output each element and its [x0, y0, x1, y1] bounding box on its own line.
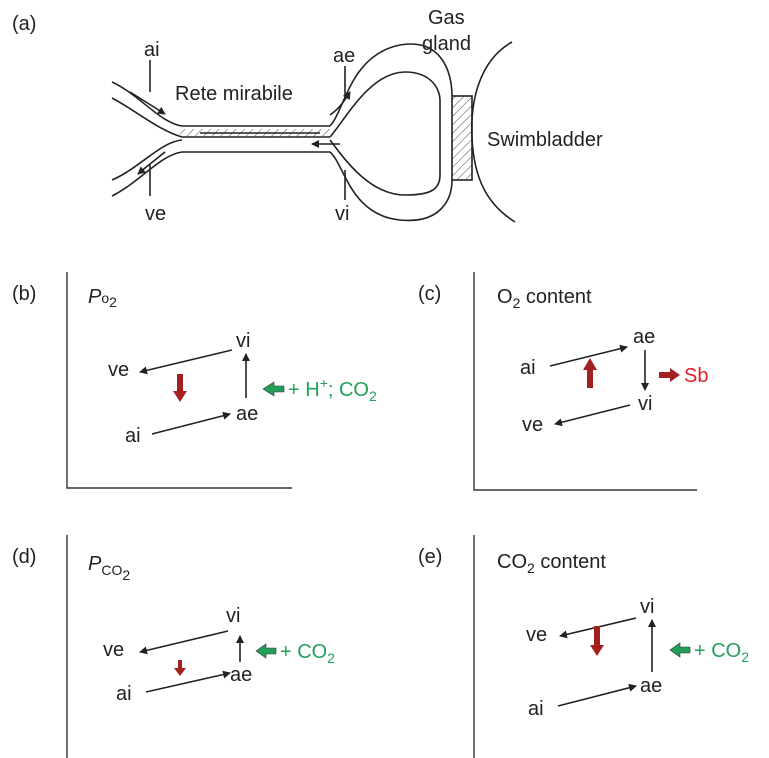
red-arrow	[590, 626, 604, 656]
point-label: ai	[125, 425, 141, 447]
panel-b: (b) Po2 ve vi ai ae + H+; CO2	[12, 272, 377, 488]
vessel	[112, 152, 330, 196]
point-label: ae	[230, 664, 252, 686]
panel-e: (e) CO2 content ve vi ai ae + CO2	[418, 535, 749, 758]
vessel-label: vi	[335, 203, 349, 225]
green-arrow	[670, 643, 690, 657]
title-part: CO	[101, 562, 122, 578]
flow-arrow	[330, 92, 350, 115]
panel-label: (d)	[12, 546, 36, 568]
annotation-part: 2	[369, 388, 377, 404]
panel-label: (c)	[418, 283, 441, 305]
panel-a: (a) ai ae Rete mirabile Gas gland Swimbl…	[12, 7, 603, 225]
green-arrow	[263, 382, 284, 396]
point-label: ai	[116, 683, 132, 705]
annotation-part: ; CO	[328, 379, 369, 401]
annotation-part: 2	[741, 649, 749, 665]
title-part: CO	[497, 551, 527, 573]
green-arrow	[256, 644, 276, 658]
point-label: vi	[640, 596, 654, 618]
title-part: content	[535, 551, 607, 573]
red-arrow	[659, 368, 680, 382]
rete-label: Rete mirabile	[175, 83, 293, 105]
title-part: 2	[527, 560, 535, 576]
arrow	[146, 673, 230, 692]
vessel	[112, 140, 182, 180]
panel-title: Po2	[88, 286, 117, 310]
loop-inner	[330, 72, 440, 195]
vessel-label: ae	[333, 45, 355, 67]
panel-label: (b)	[12, 283, 36, 305]
panel-d: (d) PCO2 ve vi ai ae + CO2	[12, 535, 335, 758]
point-label: ve	[522, 414, 543, 436]
annotation-part: + CO	[694, 640, 741, 662]
point-label: vi	[236, 330, 250, 352]
title-part: 2	[109, 294, 117, 310]
title-part: 2	[122, 567, 130, 583]
annotation-part: + H	[288, 379, 320, 401]
title-part: content	[520, 286, 592, 308]
panel-title: CO2 content	[497, 551, 606, 576]
arrow	[152, 414, 230, 434]
annotation: + CO2	[280, 641, 335, 666]
point-label: ve	[108, 359, 129, 381]
point-label: ve	[103, 639, 124, 661]
panel-label: (e)	[418, 546, 442, 568]
panel-title: PCO2	[88, 553, 130, 583]
annotation-part: + CO	[280, 641, 327, 663]
panel-label: (a)	[12, 13, 36, 35]
red-arrow	[174, 660, 186, 676]
title-part: o	[101, 290, 109, 306]
point-label: vi	[226, 605, 240, 627]
red-arrow	[173, 374, 187, 402]
title-part: 2	[513, 295, 521, 311]
point-label: ae	[633, 326, 655, 348]
annotation: + CO2	[694, 640, 749, 665]
title-part: P	[88, 286, 102, 308]
title-part: P	[88, 553, 102, 575]
annotation-part: +	[320, 375, 328, 391]
point-label: ai	[528, 698, 544, 720]
gas-gland	[452, 96, 472, 180]
title-part: O	[497, 286, 513, 308]
diagram: (a) ai ae Rete mirabile Gas gland Swimbl…	[0, 0, 769, 758]
arrow	[555, 405, 630, 424]
panel-c: (c) O2 content ai ae vi ve Sb	[418, 272, 708, 490]
flow-arrow	[130, 92, 165, 114]
vessel-label: ve	[145, 203, 166, 225]
arrow	[558, 686, 636, 706]
annotation: + H+; CO2	[288, 375, 377, 404]
swimbladder-label: Swimbladder	[487, 129, 603, 151]
point-label: ai	[520, 357, 536, 379]
panel-title: O2 content	[497, 286, 592, 311]
point-label: ve	[526, 624, 547, 646]
vessel-label: ai	[144, 39, 160, 61]
annotation: Sb	[684, 365, 708, 387]
point-label: ae	[236, 403, 258, 425]
arrow	[140, 350, 232, 372]
arrow	[140, 631, 228, 652]
red-arrow	[583, 358, 597, 388]
gland-label: gland	[422, 33, 471, 55]
point-label: ae	[640, 675, 662, 697]
point-label: vi	[638, 393, 652, 415]
gland-label: Gas	[428, 7, 465, 29]
annotation-part: 2	[327, 650, 335, 666]
